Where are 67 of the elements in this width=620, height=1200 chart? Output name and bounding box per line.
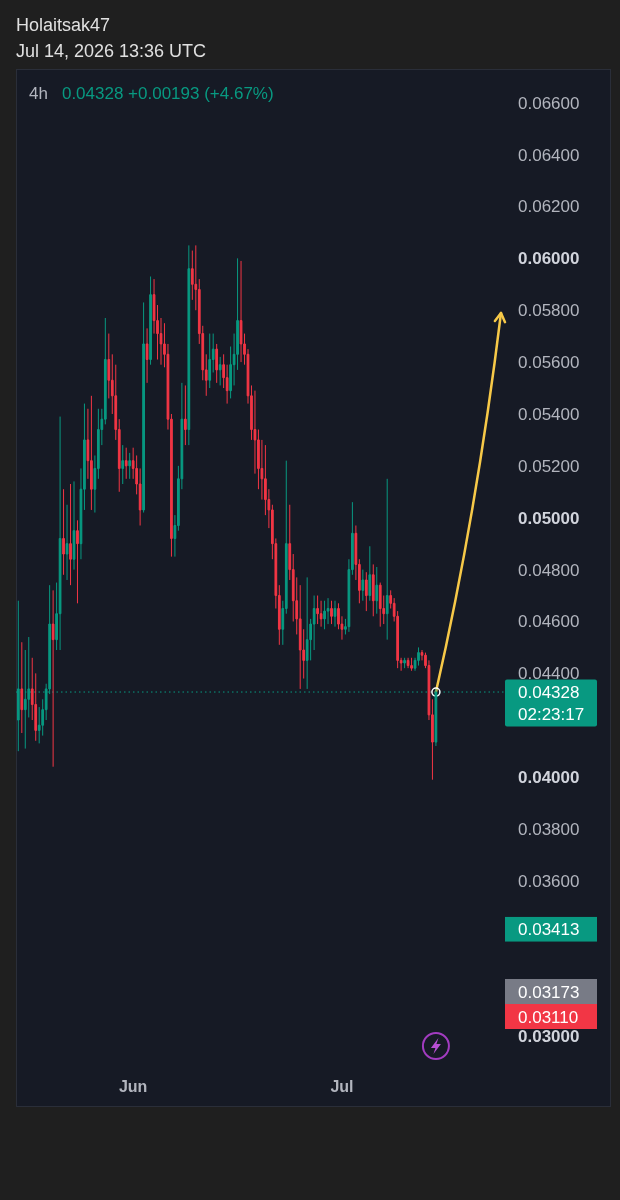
- candlestick: [128, 452, 132, 480]
- y-tick-label: 0.05800: [518, 301, 580, 321]
- candlestick: [305, 576, 309, 690]
- candlestick: [417, 646, 420, 667]
- y-tick-label: 0.05400: [518, 404, 580, 424]
- text: Jul 14, 2026 13:36 UTC: [16, 41, 207, 61]
- candlestick: [333, 600, 337, 628]
- y-tick-label: 0.04800: [518, 560, 580, 580]
- candlestick: [371, 563, 375, 617]
- text: 4h: [29, 84, 48, 103]
- candlestick: [121, 444, 125, 485]
- candlestick: [368, 545, 372, 602]
- candlestick: [385, 478, 389, 641]
- candlestick: [215, 343, 219, 384]
- y-tick-label: 0.06400: [518, 145, 580, 165]
- y-tick-label: 0.04000: [518, 768, 580, 788]
- candlestick: [361, 569, 365, 602]
- candlestick: [183, 384, 187, 446]
- candlestick: [364, 571, 368, 612]
- candlestick: [410, 657, 413, 672]
- candlestick: [403, 657, 406, 669]
- candlestick: [142, 301, 145, 514]
- y-tick-label: 0.04600: [518, 612, 580, 632]
- candlestick: [72, 480, 76, 571]
- y-tick-label: 0.05200: [518, 456, 580, 476]
- candlestick: [319, 600, 323, 628]
- candlestick: [208, 333, 212, 389]
- y-tick-label: 0.03800: [518, 819, 580, 839]
- candlestick: [218, 356, 222, 386]
- candlestick: [375, 566, 379, 615]
- y-tick-label: 0.06200: [518, 197, 580, 217]
- candlestick: [187, 244, 191, 446]
- ref-line-label: 0.03173: [518, 982, 580, 1002]
- candlestick: [62, 488, 65, 576]
- y-tick-label: 0.05000: [518, 508, 580, 528]
- candlestick: [124, 447, 128, 480]
- candlestick: [145, 327, 149, 384]
- candlestick: [316, 595, 319, 625]
- candlestick: [65, 504, 69, 581]
- annotation: 02:23:17: [518, 704, 585, 724]
- candlestick: [90, 395, 93, 511]
- y-tick-label: 0.06000: [518, 249, 580, 269]
- y-tick-label: 0.05600: [518, 353, 580, 373]
- candlestick: [326, 597, 330, 625]
- y-tick-label: 0.03600: [518, 871, 580, 891]
- candlestick: [20, 641, 24, 734]
- candlestick: [406, 657, 410, 669]
- candlestick: [76, 519, 79, 604]
- text: 0.04328 +0.00193 (+4.67%): [61, 84, 274, 103]
- ref-line-label: 0.03413: [518, 920, 580, 940]
- ref-line-label: 0.03110: [518, 1007, 579, 1027]
- candlestick: [51, 589, 55, 768]
- candlestick: [434, 688, 438, 747]
- candlestick: [323, 600, 326, 630]
- candlestick: [378, 582, 382, 628]
- text: Holaitsak47: [16, 15, 111, 35]
- y-tick-label: 0.03000: [518, 1027, 580, 1047]
- x-tick-label: Jun: [118, 1077, 148, 1095]
- ref-line-label: 0.04328: [518, 682, 580, 702]
- candlestick: [149, 276, 152, 366]
- candlestick: [239, 260, 243, 363]
- candlestick: [58, 416, 62, 651]
- y-tick-label: 0.04400: [518, 664, 580, 684]
- candlestick: [330, 600, 333, 625]
- candlestick: [69, 483, 72, 586]
- y-tick-label: 0.06600: [518, 93, 580, 113]
- x-tick-label: Jul: [330, 1077, 354, 1095]
